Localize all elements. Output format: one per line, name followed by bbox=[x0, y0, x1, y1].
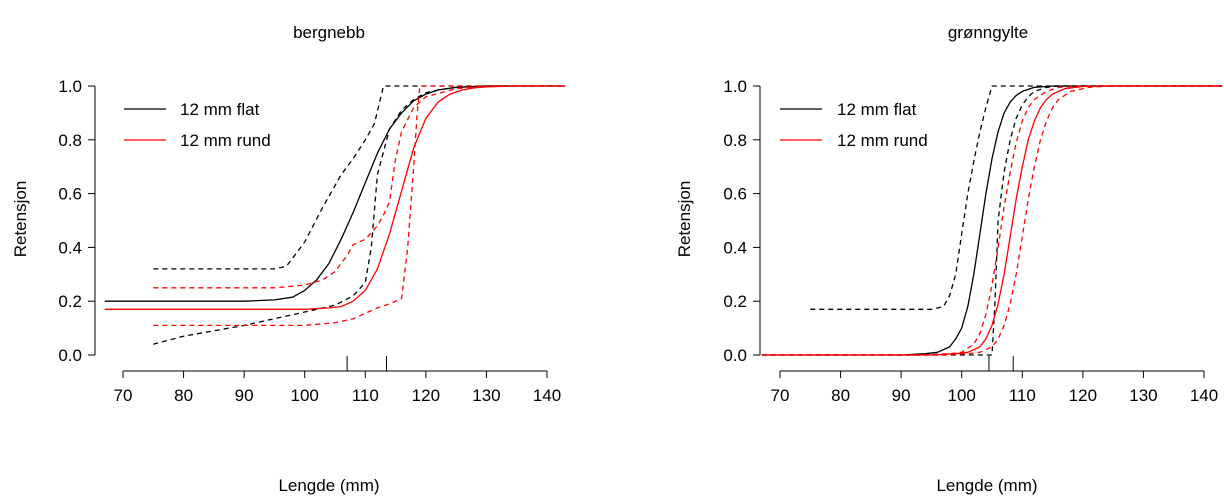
x-tick-label: 80 bbox=[174, 386, 193, 405]
series-layer bbox=[104, 85, 566, 345]
y-axis-title: Retensjon bbox=[11, 181, 30, 258]
confidence-band-line-2 bbox=[761, 85, 1223, 356]
x-tick-label: 120 bbox=[412, 386, 440, 405]
fitted-curve-3 bbox=[104, 85, 566, 310]
x-tick-label: 100 bbox=[948, 386, 976, 405]
y-axis-title: Retensjon bbox=[675, 181, 694, 258]
series-layer bbox=[761, 85, 1223, 356]
confidence-band-line-4 bbox=[153, 85, 566, 289]
chart-title: bergnebb bbox=[293, 23, 365, 42]
y-tick-label: 0.6 bbox=[58, 185, 82, 204]
legend: 12 mm flat 12 mm rund bbox=[124, 100, 271, 150]
x-tick-label: 90 bbox=[892, 386, 911, 405]
y-tick-label: 0.0 bbox=[58, 346, 82, 365]
confidence-band-line-4 bbox=[761, 85, 1223, 356]
x-axis: 70 80 90 100 110 120 130 140 bbox=[771, 370, 1218, 405]
x-tick-label: 130 bbox=[472, 386, 500, 405]
rug-ticks bbox=[988, 356, 1014, 371]
x-tick-label: 140 bbox=[1190, 386, 1218, 405]
x-axis-title: Lengde (mm) bbox=[936, 476, 1037, 495]
y-tick-label: 0.0 bbox=[723, 346, 747, 365]
x-tick-label: 110 bbox=[1009, 386, 1036, 405]
x-tick-label: 90 bbox=[235, 386, 254, 405]
chart-title: grønngylte bbox=[948, 23, 1028, 42]
fitted-curve-0 bbox=[104, 85, 566, 302]
y-tick-label: 0.4 bbox=[58, 238, 82, 257]
y-tick-label: 1.0 bbox=[723, 77, 747, 96]
x-tick-label: 100 bbox=[291, 386, 319, 405]
legend-label-flat: 12 mm flat bbox=[180, 100, 260, 119]
x-axis-title: Lengde (mm) bbox=[278, 476, 379, 495]
chart-panel-gronngylte: grønngylte Retensjon Lengde (mm) 0.00.20… bbox=[675, 23, 1223, 495]
x-tick-label: 140 bbox=[533, 386, 561, 405]
x-tick-label: 130 bbox=[1129, 386, 1157, 405]
legend-label-rund: 12 mm rund bbox=[837, 131, 928, 150]
y-tick-label: 0.8 bbox=[58, 131, 82, 150]
confidence-band-line-1 bbox=[810, 85, 1223, 310]
confidence-band-line-2 bbox=[153, 85, 566, 345]
y-tick-label: 0.8 bbox=[723, 131, 747, 150]
legend-label-flat: 12 mm flat bbox=[837, 100, 917, 119]
x-tick-label: 80 bbox=[831, 386, 850, 405]
fitted-curve-3 bbox=[761, 85, 1223, 356]
y-tick-label: 0.2 bbox=[58, 292, 82, 311]
x-tick-label: 70 bbox=[771, 386, 790, 405]
y-tick-label: 0.6 bbox=[723, 185, 747, 204]
confidence-band-line-5 bbox=[761, 85, 1223, 356]
y-tick-label: 0.4 bbox=[723, 238, 747, 257]
x-tick-label: 70 bbox=[114, 386, 133, 405]
y-axis: 0.0 0.2 0.4 0.6 0.8 1.0 bbox=[58, 77, 96, 365]
chart-panel-bergnebb: bergnebb Retensjon Lengde (mm) 0.0 0.2 0.4… bbox=[11, 23, 566, 495]
y-axis: 0.0 0.2 0.4 0.6 0.8 1.0 bbox=[723, 77, 761, 365]
rug-ticks bbox=[346, 356, 387, 371]
fitted-curve-0 bbox=[761, 85, 1223, 356]
confidence-band-line-5 bbox=[153, 85, 566, 327]
x-axis: 70 80 90 100 110 120 130 140 bbox=[114, 370, 561, 405]
x-tick-label: 120 bbox=[1069, 386, 1097, 405]
x-tick-label: 110 bbox=[352, 386, 379, 405]
y-tick-label: 1.0 bbox=[58, 77, 82, 96]
y-tick-label: 0.2 bbox=[723, 292, 747, 311]
legend-label-rund: 12 mm rund bbox=[180, 131, 271, 150]
confidence-band-line-1 bbox=[153, 85, 566, 270]
legend: 12 mm flat 12 mm rund bbox=[780, 100, 928, 150]
